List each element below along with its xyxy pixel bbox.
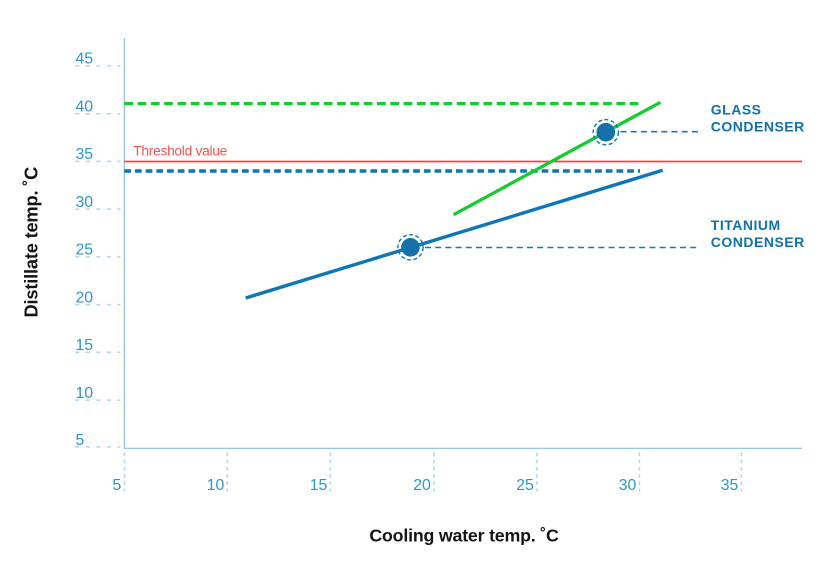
svg-text:15: 15 — [310, 477, 328, 494]
svg-text:15: 15 — [76, 337, 94, 354]
svg-text:10: 10 — [76, 385, 94, 402]
svg-text:TITANIUM: TITANIUM — [711, 217, 781, 233]
svg-text:30: 30 — [76, 194, 94, 211]
svg-text:35: 35 — [721, 477, 739, 494]
svg-text:30: 30 — [619, 477, 637, 494]
svg-text:Distillate temp. ˚C: Distillate temp. ˚C — [21, 167, 42, 318]
svg-text:CONDENSER: CONDENSER — [711, 119, 805, 135]
svg-text:20: 20 — [76, 289, 94, 306]
svg-text:10: 10 — [207, 477, 225, 494]
svg-text:CONDENSER: CONDENSER — [711, 234, 805, 250]
svg-text:5: 5 — [113, 477, 122, 494]
svg-text:25: 25 — [516, 477, 534, 494]
svg-text:Cooling water temp. ˚C: Cooling water temp. ˚C — [369, 525, 559, 545]
svg-text:20: 20 — [413, 477, 431, 494]
svg-text:5: 5 — [76, 432, 85, 449]
svg-text:35: 35 — [76, 146, 94, 163]
svg-text:45: 45 — [76, 51, 94, 68]
svg-text:40: 40 — [76, 99, 94, 116]
svg-text:Threshold value: Threshold value — [133, 144, 227, 159]
svg-text:25: 25 — [76, 242, 94, 259]
svg-text:GLASS: GLASS — [711, 102, 762, 118]
